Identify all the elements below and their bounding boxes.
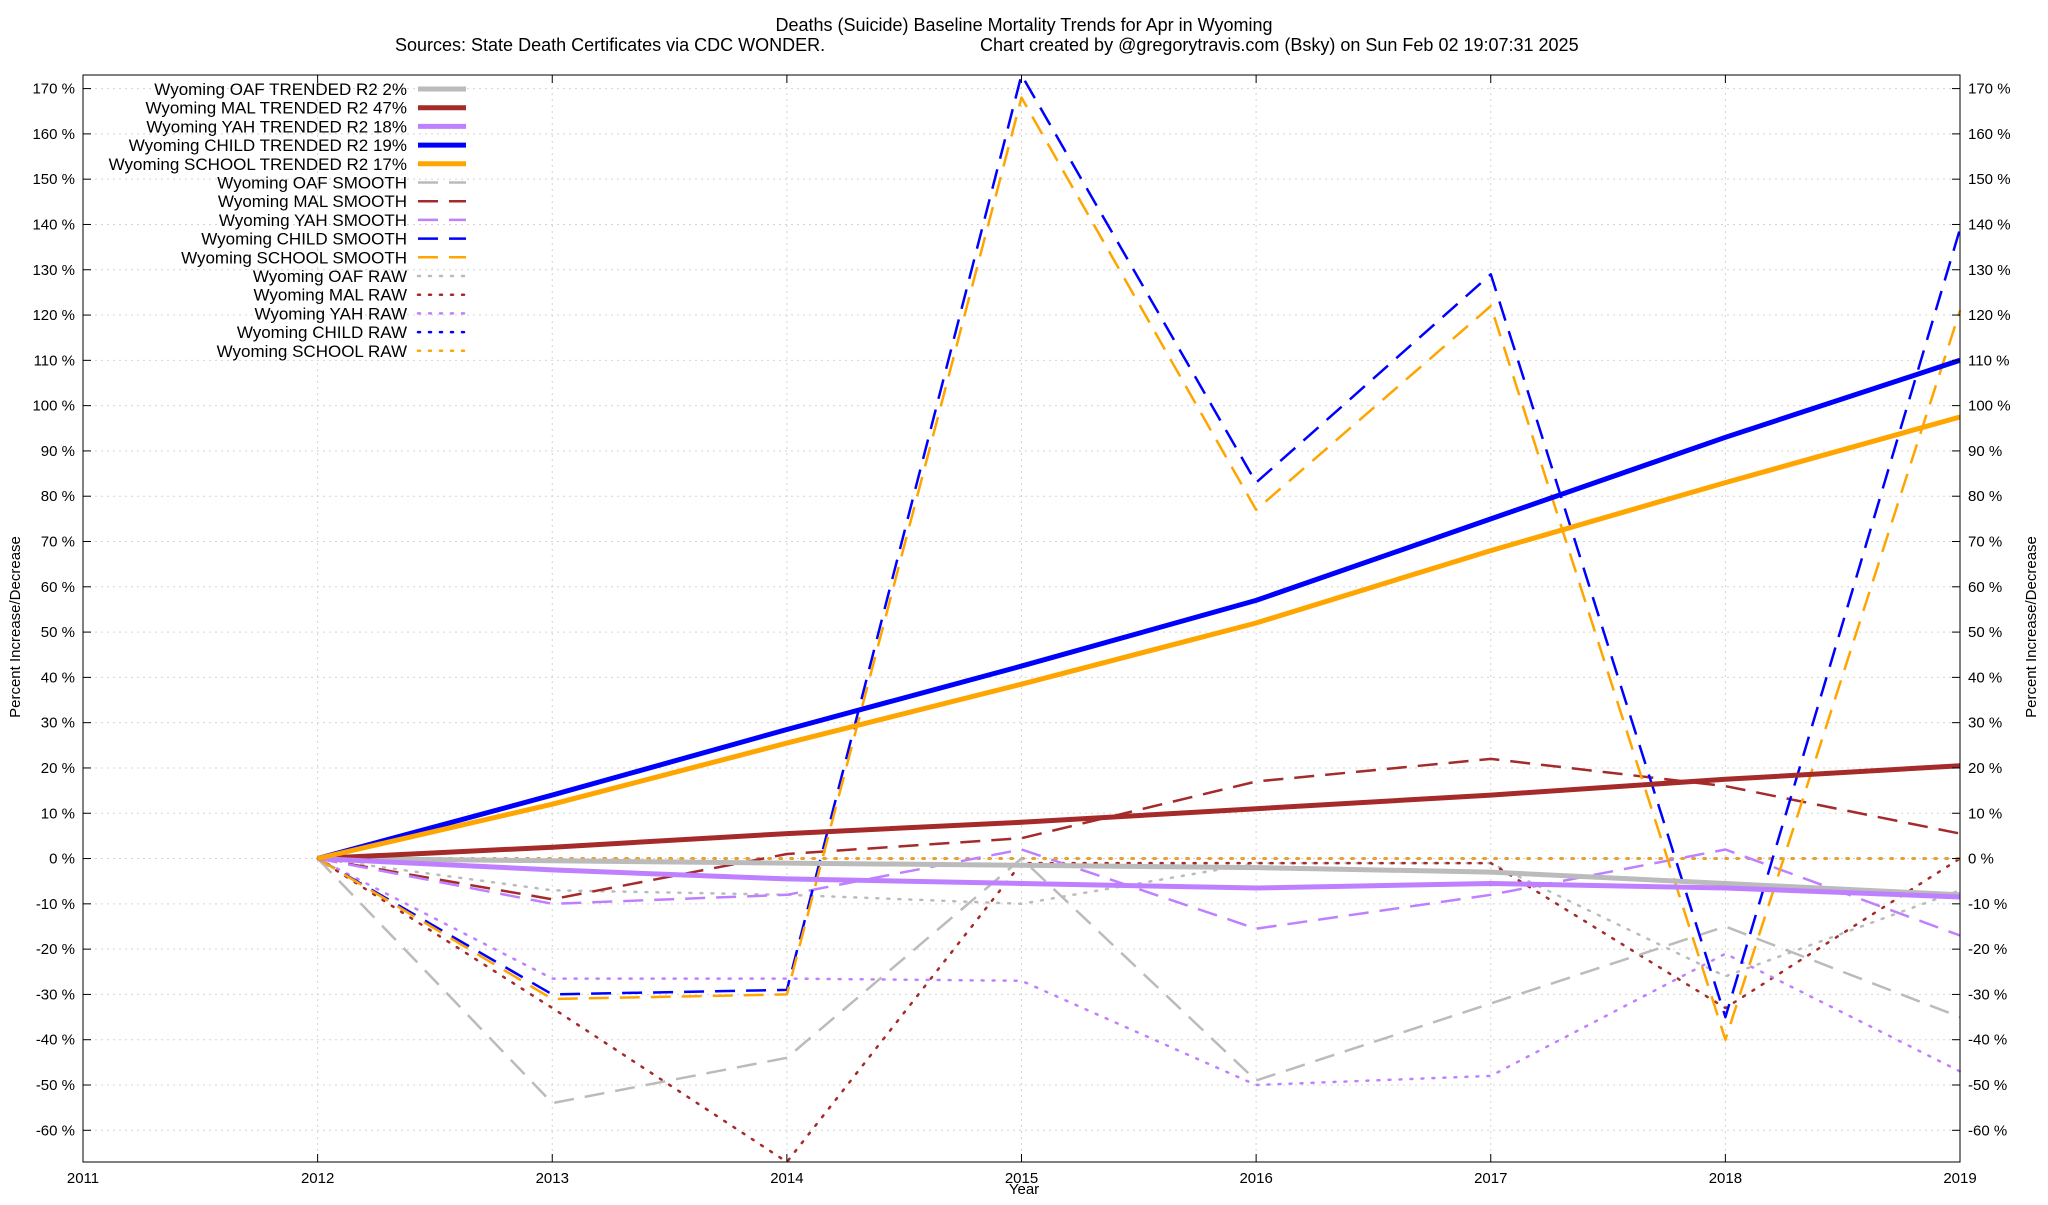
y-tick-label-right: 60 % <box>1968 579 2002 596</box>
x-tick-label: 2015 <box>1005 1170 1038 1187</box>
y-tick-label-right: 150 % <box>1968 171 2011 188</box>
y-tick-label-left: -60 % <box>36 1122 75 1139</box>
y-tick-label-left: 170 % <box>32 81 75 98</box>
y-tick-label-left: 100 % <box>32 398 75 415</box>
legend-label: Wyoming SCHOOL TRENDED R2 17% <box>109 155 407 174</box>
y-tick-label-left: -20 % <box>36 941 75 958</box>
legend-label: Wyoming SCHOOL SMOOTH <box>181 248 407 267</box>
series-line-10 <box>316 96 1962 1041</box>
y-tick-label-right: 0 % <box>1968 851 1994 868</box>
legend-label: Wyoming MAL SMOOTH <box>218 192 407 211</box>
y-tick-label-right: 170 % <box>1968 81 2011 98</box>
x-tick-label: 2013 <box>536 1170 569 1187</box>
legend: Wyoming OAF TRENDED R2 2%Wyoming MAL TRE… <box>109 80 468 361</box>
y-tick-label-right: 160 % <box>1968 126 2011 143</box>
legend-label: Wyoming YAH SMOOTH <box>219 211 407 230</box>
y-axis-label-right: Percent Increase/Decrease <box>2023 536 2040 718</box>
x-tick-label: 2012 <box>301 1170 334 1187</box>
tick-layer: 170 % 170 % 160 % 160 % 150 % 150 % 140 % 140 %… <box>32 75 2011 1187</box>
y-tick-label-right: 80 % <box>1968 488 2002 505</box>
series-line-12 <box>316 857 1962 1164</box>
y-tick-label-left: 120 % <box>32 307 75 324</box>
y-axis-label-left: Percent Increase/Decrease <box>7 536 24 718</box>
x-tick-label: 2019 <box>1943 1170 1976 1187</box>
series-line-9 <box>316 73 1962 1019</box>
y-tick-label-left: -10 % <box>36 896 75 913</box>
x-tick-label: 2018 <box>1709 1170 1742 1187</box>
series-line-1 <box>317 856 1961 898</box>
series-layer <box>316 73 1962 1164</box>
y-tick-label-right: 30 % <box>1968 715 2002 732</box>
y-tick-label-left: 50 % <box>41 624 75 641</box>
chart-subtitle-sources: Sources: State Death Certificates via CD… <box>395 35 825 55</box>
y-tick-label-right: 50 % <box>1968 624 2002 641</box>
y-tick-label-left: 70 % <box>41 534 75 551</box>
y-tick-label-left: 0 % <box>49 851 75 868</box>
y-tick-label-left: 60 % <box>41 579 75 596</box>
y-tick-label-left: 130 % <box>32 262 75 279</box>
x-tick-label: 2017 <box>1474 1170 1507 1187</box>
y-tick-label-right: -60 % <box>1968 1122 2007 1139</box>
y-tick-label-right: 20 % <box>1968 760 2002 777</box>
x-tick-label: 2014 <box>770 1170 803 1187</box>
x-tick-label: 2011 <box>67 1170 99 1187</box>
y-tick-label-left: 150 % <box>32 171 75 188</box>
series-line-8 <box>317 848 1961 937</box>
y-tick-label-left: -30 % <box>36 986 75 1003</box>
y-tick-label-left: 40 % <box>41 669 75 686</box>
legend-label: Wyoming OAF SMOOTH <box>217 174 407 193</box>
x-axis-label: Year <box>1009 1181 1039 1198</box>
y-tick-label-right: -20 % <box>1968 941 2007 958</box>
legend-label: Wyoming CHILD TRENDED R2 19% <box>129 136 407 155</box>
y-tick-label-left: 110 % <box>34 352 75 369</box>
legend-label: Wyoming YAH RAW <box>254 304 407 323</box>
legend-label: Wyoming CHILD RAW <box>237 323 407 342</box>
x-tick-label: 2016 <box>1239 1170 1272 1187</box>
series-line-3 <box>317 856 1961 900</box>
y-tick-label-left: 140 % <box>32 216 75 233</box>
chart-subtitle-credit: Chart created by @gregorytravis.com (Bsk… <box>980 35 1579 55</box>
y-tick-label-right: -40 % <box>1968 1032 2007 1049</box>
y-tick-label-right: 10 % <box>1968 805 2002 822</box>
y-tick-label-right: -30 % <box>1968 986 2007 1003</box>
chart-title: Deaths (Suicide) Baseline Mortality Tren… <box>775 15 1272 35</box>
y-tick-label-left: -40 % <box>36 1032 75 1049</box>
series-line-13 <box>316 857 1962 1087</box>
series-line-6 <box>316 857 1961 1105</box>
legend-label: Wyoming YAH TRENDED R2 18% <box>146 117 407 136</box>
y-tick-label-right: 70 % <box>1968 534 2002 551</box>
y-tick-label-right: -10 % <box>1968 896 2007 913</box>
legend-label: Wyoming OAF RAW <box>253 267 407 286</box>
series-line-5 <box>317 414 1961 861</box>
y-tick-label-right: 130 % <box>1968 262 2011 279</box>
y-tick-label-left: 90 % <box>41 443 75 460</box>
y-tick-label-left: -50 % <box>36 1077 75 1094</box>
y-tick-label-left: 10 % <box>41 805 75 822</box>
y-tick-label-right: -50 % <box>1968 1077 2007 1094</box>
y-tick-label-right: 100 % <box>1968 398 2011 415</box>
y-tick-label-right: 140 % <box>1968 216 2011 233</box>
legend-label: Wyoming OAF TRENDED R2 2% <box>154 80 407 99</box>
legend-label: Wyoming MAL TRENDED R2 47% <box>145 99 407 118</box>
y-tick-label-right: 40 % <box>1968 669 2002 686</box>
legend-label: Wyoming MAL RAW <box>254 286 408 305</box>
grid-layer <box>82 75 1961 1162</box>
y-tick-label-left: 160 % <box>32 126 75 143</box>
y-tick-label-left: 30 % <box>41 715 75 732</box>
series-line-4 <box>316 357 1961 861</box>
y-tick-label-right: 120 % <box>1968 307 2011 324</box>
y-tick-label-right: 110 % <box>1968 352 2009 369</box>
series-line-2 <box>317 763 1961 861</box>
y-tick-label-right: 90 % <box>1968 443 2002 460</box>
legend-label: Wyoming SCHOOL RAW <box>217 342 407 361</box>
y-tick-label-left: 80 % <box>41 488 75 505</box>
legend-label: Wyoming CHILD SMOOTH <box>201 230 407 249</box>
y-tick-label-left: 20 % <box>41 760 75 777</box>
